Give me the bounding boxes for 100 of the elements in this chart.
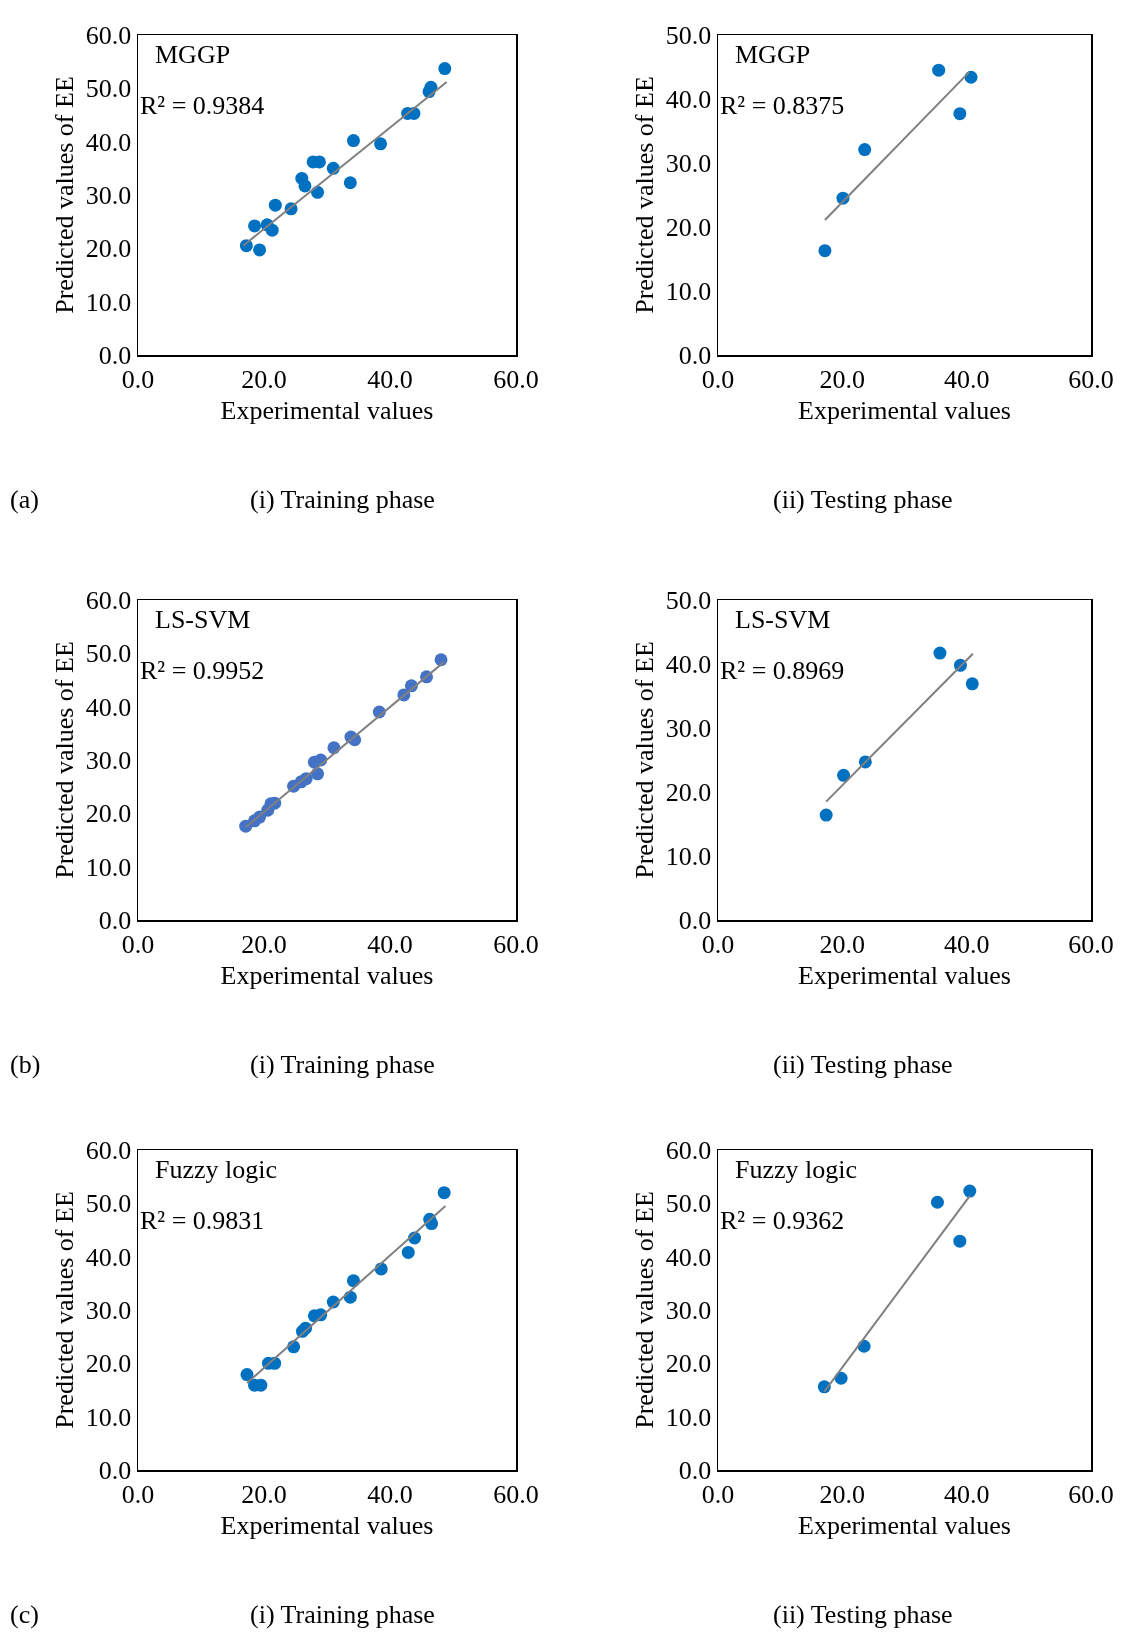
y-tick-label: 20.0 — [85, 1349, 132, 1379]
point — [265, 223, 279, 237]
point — [298, 179, 312, 193]
y-tick-label: 20.0 — [665, 778, 712, 808]
annotation: MGGP — [155, 40, 231, 69]
point — [963, 1184, 977, 1198]
y-tick-label: 20.0 — [665, 1349, 712, 1379]
y-axis-title: Predicted values of EE — [630, 1191, 660, 1429]
point — [346, 134, 360, 148]
point — [268, 198, 282, 212]
text: (i) Training phase — [250, 1050, 435, 1079]
x-axis-title: Experimental values — [220, 1511, 434, 1541]
point — [858, 143, 872, 157]
annotation: R² = 0.9362 — [720, 1206, 845, 1235]
y-tick-label: 30.0 — [85, 1296, 132, 1326]
y-tick-label: 30.0 — [665, 1296, 712, 1326]
x-tick-label: 20.0 — [241, 1479, 287, 1509]
y-tick-label: 10.0 — [85, 1402, 132, 1432]
y-tick-label: 30.0 — [665, 714, 712, 744]
y-tick-label: 10.0 — [85, 287, 132, 317]
x-tick-label: 40.0 — [943, 929, 990, 959]
annotation: R² = 0.9952 — [140, 656, 265, 685]
x-tick-label: 40.0 — [367, 1479, 413, 1509]
text: (a) — [10, 485, 39, 514]
point — [437, 1186, 451, 1200]
y-tick-label: 10.0 — [665, 1402, 712, 1432]
x-tick-label: 60.0 — [1068, 1479, 1114, 1509]
x-tick-label: 40.0 — [943, 364, 990, 394]
point — [438, 62, 452, 76]
y-tick-label: 50.0 — [85, 1189, 132, 1219]
y-tick-label: 40.0 — [85, 692, 132, 722]
y-tick-label: 20.0 — [85, 799, 132, 829]
text: (i) Training phase — [250, 485, 435, 514]
y-tick-label: 10.0 — [665, 842, 712, 872]
point — [953, 107, 967, 121]
text: (ii) Testing phase — [773, 1600, 953, 1629]
x-tick-label: 40.0 — [943, 1479, 990, 1509]
y-tick-label: 40.0 — [665, 650, 712, 680]
point — [343, 176, 357, 190]
x-tick-label: 60.0 — [493, 929, 539, 959]
x-axis-title: Experimental values — [798, 396, 1011, 426]
x-tick-label: 40.0 — [367, 929, 413, 959]
x-tick-label: 60.0 — [1068, 364, 1114, 394]
annotation: LS-SVM — [155, 605, 251, 634]
point — [953, 1234, 967, 1248]
x-tick-label: 40.0 — [367, 364, 413, 394]
point — [240, 1368, 254, 1382]
x-tick-label: 60.0 — [493, 364, 539, 394]
text: (c) — [10, 1600, 39, 1629]
point — [837, 768, 851, 782]
y-tick-label: 50.0 — [85, 639, 132, 669]
x-tick-label: 20.0 — [819, 1479, 866, 1509]
y-tick-label: 50.0 — [665, 21, 712, 51]
y-axis-title: Predicted values of EE — [50, 641, 80, 879]
x-tick-label: 20.0 — [241, 364, 287, 394]
annotation: R² = 0.8969 — [720, 656, 845, 685]
point — [374, 137, 388, 151]
y-tick-label: 30.0 — [665, 149, 712, 179]
y-tick-label: 10.0 — [85, 852, 132, 882]
point — [253, 243, 267, 257]
y-tick-label: 20.0 — [85, 234, 132, 264]
y-tick-label: 20.0 — [665, 213, 712, 243]
y-tick-label: 60.0 — [85, 586, 132, 616]
y-tick-label: 40.0 — [85, 1242, 132, 1272]
y-tick-label: 50.0 — [665, 586, 712, 616]
y-tick-label: 10.0 — [665, 277, 712, 307]
text: (ii) Testing phase — [773, 485, 953, 514]
x-axis-title: Experimental values — [798, 961, 1011, 991]
x-tick-label: 20.0 — [819, 364, 866, 394]
y-tick-label: 30.0 — [85, 181, 132, 211]
y-tick-label: 40.0 — [665, 85, 712, 115]
y-axis-title: Predicted values of EE — [50, 1191, 80, 1429]
annotation: LS-SVM — [735, 605, 831, 634]
y-axis-title: Predicted values of EE — [630, 76, 660, 314]
y-tick-label: 30.0 — [85, 746, 132, 776]
annotation: R² = 0.9831 — [140, 1206, 265, 1235]
annotation: R² = 0.9384 — [140, 91, 265, 120]
x-tick-label: 60.0 — [1068, 929, 1114, 959]
annotation: R² = 0.8375 — [720, 91, 845, 120]
point — [248, 219, 262, 233]
y-tick-label: 60.0 — [85, 21, 132, 51]
point — [819, 808, 833, 822]
text: (ii) Testing phase — [773, 1050, 953, 1079]
point — [930, 1195, 944, 1209]
y-axis-title: Predicted values of EE — [630, 641, 660, 879]
y-tick-label: 40.0 — [85, 127, 132, 157]
y-tick-label: 60.0 — [85, 1136, 132, 1166]
y-axis-title: Predicted values of EE — [50, 76, 80, 314]
y-tick-label: 50.0 — [665, 1189, 712, 1219]
x-axis-title: Experimental values — [220, 396, 434, 426]
y-tick-label: 40.0 — [665, 1242, 712, 1272]
text: (i) Training phase — [250, 1600, 435, 1629]
x-tick-label: 20.0 — [241, 929, 287, 959]
x-tick-label: 20.0 — [819, 929, 866, 959]
y-tick-label: 50.0 — [85, 74, 132, 104]
point — [401, 1245, 415, 1259]
point — [932, 63, 946, 77]
annotation: MGGP — [735, 40, 811, 69]
x-axis-title: Experimental values — [798, 1511, 1011, 1541]
annotation: Fuzzy logic — [155, 1155, 278, 1184]
